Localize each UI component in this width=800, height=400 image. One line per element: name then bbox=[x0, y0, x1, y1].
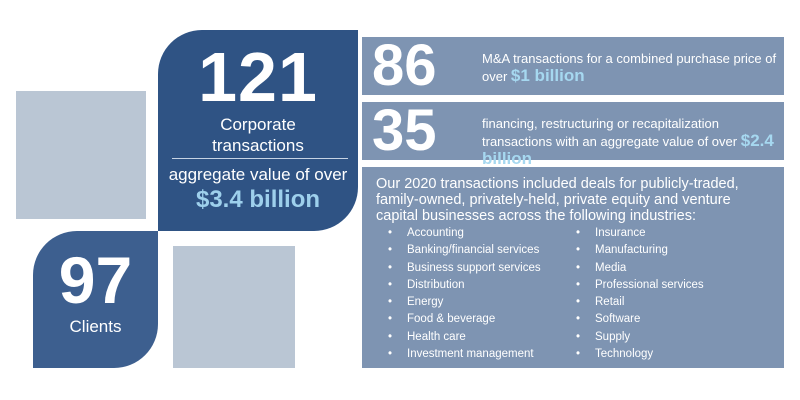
list-item: Health care bbox=[388, 329, 541, 347]
industries-list-right: Insurance Manufacturing Media Profession… bbox=[576, 225, 704, 364]
list-item: Media bbox=[576, 260, 704, 278]
financing-strip: 35 financing, restructuring or recapital… bbox=[362, 98, 784, 167]
list-item: Professional services bbox=[576, 277, 704, 295]
corporate-transactions-count: 121 bbox=[198, 38, 318, 116]
mna-description: M&A transactions for a combined purchase… bbox=[482, 50, 777, 85]
mna-strip: 86 M&A transactions for a combined purch… bbox=[362, 37, 784, 95]
corporate-label-line2: transactions bbox=[212, 136, 304, 155]
industries-list-left: Accounting Banking/financial services Bu… bbox=[388, 225, 541, 364]
mna-text: M&A transactions for a combined purchase… bbox=[482, 51, 777, 84]
list-item: Banking/financial services bbox=[388, 242, 541, 260]
list-item: Technology bbox=[576, 346, 704, 364]
aggregate-amount: $3.4 billion bbox=[195, 186, 321, 213]
list-item: Retail bbox=[576, 294, 704, 312]
industries-panel: Our 2020 transactions included deals for… bbox=[362, 167, 784, 368]
list-item: Distribution bbox=[388, 277, 541, 295]
clients-count: 97 bbox=[58, 243, 133, 317]
financing-count: 35 bbox=[372, 98, 437, 163]
corporate-transactions-card: 121 Corporate transactions aggregate val… bbox=[158, 30, 358, 231]
list-item: Business support services bbox=[388, 260, 541, 278]
list-item: Investment management bbox=[388, 346, 541, 364]
list-item: Accounting bbox=[388, 225, 541, 243]
clients-label: Clients bbox=[69, 317, 122, 336]
list-item: Supply bbox=[576, 329, 704, 347]
corporate-label-line1: Corporate bbox=[220, 115, 296, 134]
list-item: Manufacturing bbox=[576, 242, 704, 260]
list-item: Food & beverage bbox=[388, 311, 541, 329]
list-item: Insurance bbox=[576, 225, 704, 243]
decorative-square-bottom bbox=[173, 246, 295, 368]
corporate-transactions-label: Corporate transactions bbox=[158, 114, 358, 156]
industries-intro: Our 2020 transactions included deals for… bbox=[376, 176, 739, 224]
list-item: Software bbox=[576, 311, 704, 329]
mna-amount: $1 billion bbox=[510, 66, 585, 85]
mna-count: 86 bbox=[372, 33, 437, 98]
list-item: Energy bbox=[388, 294, 541, 312]
aggregate-label: aggregate value of over bbox=[168, 165, 348, 184]
decorative-square-left bbox=[16, 91, 146, 219]
clients-card: 97 Clients bbox=[33, 231, 158, 368]
financing-text: financing, restructuring or recapitaliza… bbox=[482, 116, 738, 149]
divider bbox=[172, 158, 348, 159]
financing-amount: $2.4 billion bbox=[482, 131, 774, 168]
financing-description: financing, restructuring or recapitaliza… bbox=[482, 115, 777, 168]
